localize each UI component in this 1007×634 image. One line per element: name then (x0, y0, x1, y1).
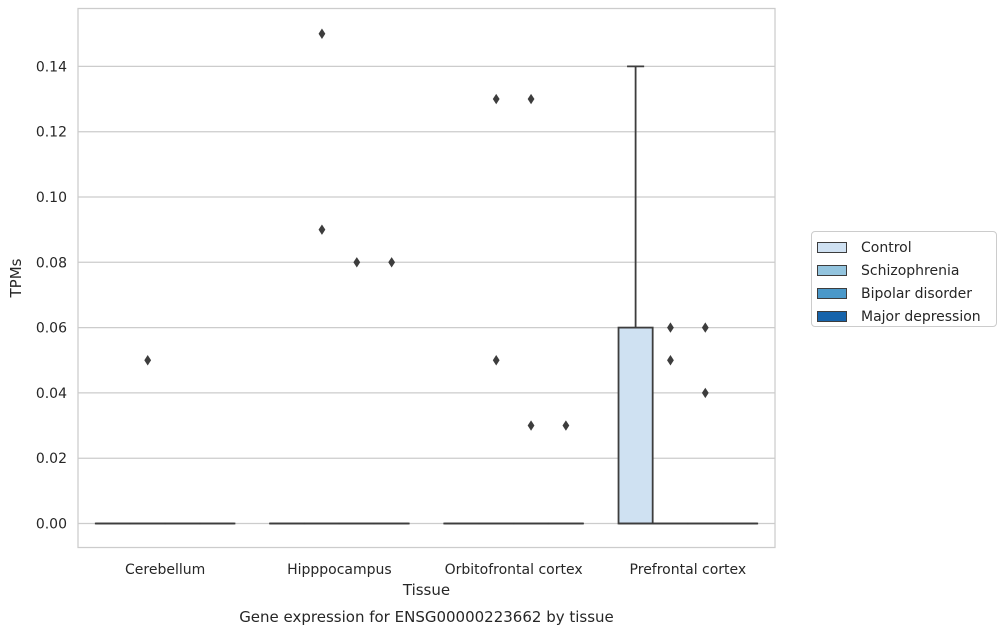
outlier-point-schizophrenia (492, 93, 500, 105)
x-tick-label-cerebellum: Cerebellum (125, 562, 205, 578)
y-axis-label: TPMs (7, 258, 25, 298)
legend-item-major-depression[interactable]: Major depression (817, 305, 996, 328)
x-axis-label: Tissue (402, 581, 450, 599)
legend-label-schizophrenia: Schizophrenia (861, 262, 960, 279)
x-tick-label-prefrontal-cortex: Prefrontal cortex (630, 562, 747, 578)
y-gridlines (78, 65, 775, 525)
outlier-point-schizophrenia (144, 355, 152, 366)
legend-swatch-major-depression (817, 311, 847, 322)
legend-item-schizophrenia[interactable]: Schizophrenia (817, 259, 996, 282)
outlier-point-bipolar-disorder (701, 322, 709, 333)
y-tick-label: 0.02 (36, 451, 67, 467)
outlier-point-bipolar-disorder (527, 420, 535, 431)
y-tick-label: 0.04 (36, 386, 67, 402)
y-tick-label: 0.06 (36, 321, 67, 337)
outlier-point-schizophrenia (667, 355, 674, 366)
legend-swatch-bipolar-disorder (817, 288, 847, 299)
outlier-points (144, 28, 709, 431)
outlier-point-schizophrenia (492, 355, 500, 366)
outlier-point-major-depression (562, 420, 570, 431)
box-control-prefrontal-cortex (617, 65, 654, 525)
y-tick-labels: 0.00 0.02 0.04 0.06 0.08 0.10 0.12 0.14 (36, 59, 67, 532)
box-body (617, 326, 654, 525)
legend-label-major-depression: Major depression (861, 308, 981, 325)
x-tick-label-hipppocampus: Hipppocampus (287, 562, 392, 578)
legend-swatch-schizophrenia (817, 265, 847, 276)
outlier-point-schizophrenia (667, 322, 674, 333)
legend-item-bipolar-disorder[interactable]: Bipolar disorder (817, 282, 996, 305)
legend: Control Schizophrenia Bipolar disorder M… (811, 231, 997, 327)
plot-area-frame (77, 7, 776, 549)
legend-item-control[interactable]: Control (817, 236, 996, 259)
outlier-point-bipolar-disorder (527, 93, 535, 105)
y-tick-label: 0.10 (36, 190, 67, 206)
legend-swatch-control (817, 242, 847, 253)
legend-label-control: Control (861, 239, 912, 256)
y-tick-label: 0.12 (36, 125, 67, 141)
outlier-point-schizophrenia (318, 28, 326, 39)
outlier-point-schizophrenia (318, 224, 326, 235)
box-series (94, 65, 759, 525)
legend-label-bipolar-disorder: Bipolar disorder (861, 285, 973, 302)
y-tick-label: 0.08 (36, 255, 67, 271)
outlier-point-bipolar-disorder (701, 387, 709, 399)
y-tick-label: 0.00 (36, 517, 67, 533)
y-tick-label: 0.14 (36, 59, 67, 75)
chart-title: Gene expression for ENSG00000223662 by t… (239, 608, 614, 626)
outlier-point-major-depression (388, 257, 396, 268)
x-tick-label-orbitofrontal-cortex: Orbitofrontal cortex (445, 562, 583, 578)
outlier-point-bipolar-disorder (353, 257, 361, 268)
x-tick-labels: Cerebellum Hipppocampus Orbitofrontal cort… (125, 562, 746, 578)
